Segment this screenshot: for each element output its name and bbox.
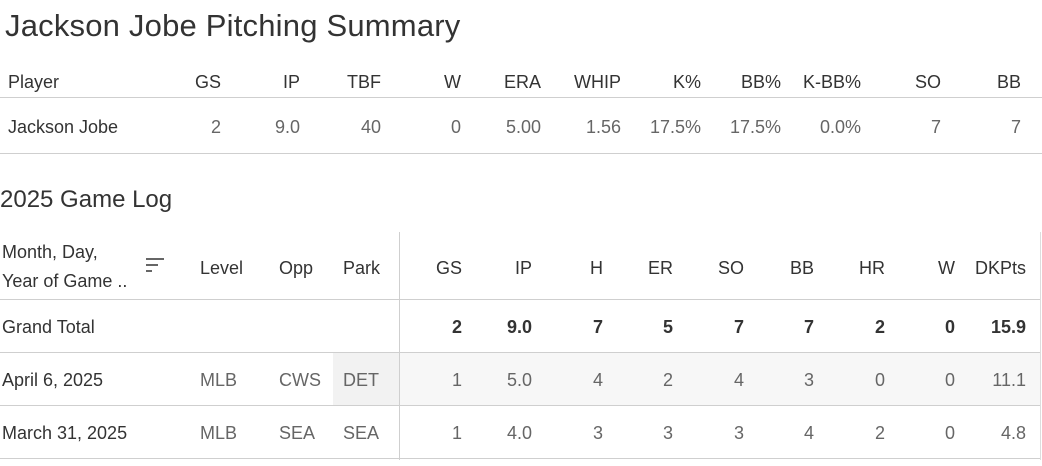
summary-era-value: 5.00 bbox=[505, 117, 541, 137]
game-row-h: 3 bbox=[592, 423, 603, 443]
table-bottom-divider bbox=[0, 458, 1040, 459]
summary-w-value: 0 bbox=[450, 117, 461, 137]
summary-header-kbb[interactable]: K-BB% bbox=[802, 72, 861, 92]
game-row-level: MLB bbox=[200, 370, 238, 390]
summary-bottom-divider bbox=[0, 153, 1042, 154]
game-row-date[interactable]: March 31, 2025 bbox=[2, 423, 128, 443]
log-header-h[interactable]: H bbox=[590, 258, 603, 278]
game-row-dkpts: 11.1 bbox=[992, 370, 1026, 390]
total-bb: 7 bbox=[803, 317, 814, 337]
summary-so-value: 7 bbox=[930, 117, 941, 137]
row-header-divider bbox=[399, 232, 400, 460]
game-row-bb: 4 bbox=[803, 423, 814, 443]
game-row-w: 0 bbox=[944, 370, 955, 390]
log-header-gs[interactable]: GS bbox=[435, 258, 462, 278]
summary-header-tbf[interactable]: TBF bbox=[347, 72, 381, 92]
game-row-hr: 0 bbox=[874, 370, 885, 390]
game-row-gs: 1 bbox=[451, 423, 462, 443]
game-row-level: MLB bbox=[200, 423, 238, 443]
summary-header-ip[interactable]: IP bbox=[282, 72, 300, 92]
total-hr: 2 bbox=[874, 317, 885, 337]
game-row-er: 3 bbox=[662, 423, 673, 443]
summary-header-so[interactable]: SO bbox=[914, 72, 941, 92]
log-header-hr[interactable]: HR bbox=[859, 258, 885, 278]
log-header-park[interactable]: Park bbox=[343, 258, 381, 278]
log-header-bb[interactable]: BB bbox=[789, 258, 814, 278]
summary-header-bbpct[interactable]: BB% bbox=[740, 72, 781, 92]
summary-player-name: Jackson Jobe bbox=[8, 117, 119, 137]
total-gs: 2 bbox=[451, 317, 462, 337]
game-row-w: 0 bbox=[944, 423, 955, 443]
game-row-ip: 5.0 bbox=[506, 370, 532, 390]
summary-kbb-value: 0.0% bbox=[819, 117, 861, 137]
log-header-ip[interactable]: IP bbox=[514, 258, 532, 278]
game-row-date[interactable]: April 6, 2025 bbox=[2, 370, 104, 390]
summary-header-gs[interactable]: GS bbox=[194, 72, 221, 92]
game-row-er: 2 bbox=[662, 370, 673, 390]
summary-bb-value: 7 bbox=[1010, 117, 1021, 137]
game-row-park: DET bbox=[343, 370, 379, 390]
game-log-title: 2025 Game Log bbox=[0, 186, 173, 213]
summary-header-era[interactable]: ERA bbox=[503, 72, 541, 92]
log-header-date-line2[interactable]: Year of Game .. bbox=[2, 271, 128, 291]
summary-header-kpct[interactable]: K% bbox=[672, 72, 701, 92]
summary-kpct-value: 17.5% bbox=[649, 117, 701, 137]
total-so: 7 bbox=[733, 317, 744, 337]
summary-title: Jackson Jobe Pitching Summary bbox=[5, 8, 461, 43]
total-er: 5 bbox=[662, 317, 673, 337]
log-header-dkpts[interactable]: DKPts bbox=[974, 258, 1026, 278]
total-h: 7 bbox=[592, 317, 603, 337]
game-row-opp: CWS bbox=[279, 370, 321, 390]
summary-header-bb[interactable]: BB bbox=[996, 72, 1021, 92]
summary-gs-value: 2 bbox=[210, 117, 221, 137]
log-header-er[interactable]: ER bbox=[647, 258, 673, 278]
game-row-so: 4 bbox=[733, 370, 744, 390]
row-divider bbox=[0, 405, 1040, 406]
grand-total-label: Grand Total bbox=[2, 317, 95, 337]
game-row-dkpts: 4.8 bbox=[1000, 423, 1026, 443]
summary-tbf-value: 40 bbox=[360, 117, 381, 137]
game-row-so: 3 bbox=[733, 423, 744, 443]
summary-header-divider bbox=[0, 97, 1042, 98]
total-ip: 9.0 bbox=[506, 317, 532, 337]
log-header-w[interactable]: W bbox=[938, 258, 955, 278]
total-w: 0 bbox=[944, 317, 955, 337]
total-divider bbox=[0, 352, 1040, 353]
park-cell-highlight bbox=[333, 353, 399, 405]
game-row-ip: 4.0 bbox=[506, 423, 532, 443]
game-row-opp: SEA bbox=[279, 423, 316, 443]
summary-ip-value: 9.0 bbox=[274, 117, 300, 137]
log-header-opp[interactable]: Opp bbox=[279, 258, 314, 278]
table-right-border bbox=[1040, 232, 1041, 460]
game-row-gs: 1 bbox=[451, 370, 462, 390]
sort-icon[interactable] bbox=[146, 258, 166, 276]
game-row-hr: 2 bbox=[874, 423, 885, 443]
row-highlight bbox=[400, 353, 1040, 405]
summary-header-player[interactable]: Player bbox=[8, 72, 60, 92]
summary-header-whip[interactable]: WHIP bbox=[574, 72, 621, 92]
log-header-date-line1[interactable]: Month, Day, bbox=[2, 242, 98, 262]
summary-bbpct-value: 17.5% bbox=[729, 117, 781, 137]
total-dkpts: 15.9 bbox=[990, 317, 1026, 337]
game-row-bb: 3 bbox=[803, 370, 814, 390]
log-header-divider bbox=[0, 299, 1040, 300]
log-header-level[interactable]: Level bbox=[200, 258, 244, 278]
game-row-h: 4 bbox=[592, 370, 603, 390]
log-header-so[interactable]: SO bbox=[717, 258, 744, 278]
summary-whip-value: 1.56 bbox=[585, 117, 621, 137]
summary-header-w[interactable]: W bbox=[444, 72, 461, 92]
game-row-park: SEA bbox=[343, 423, 380, 443]
